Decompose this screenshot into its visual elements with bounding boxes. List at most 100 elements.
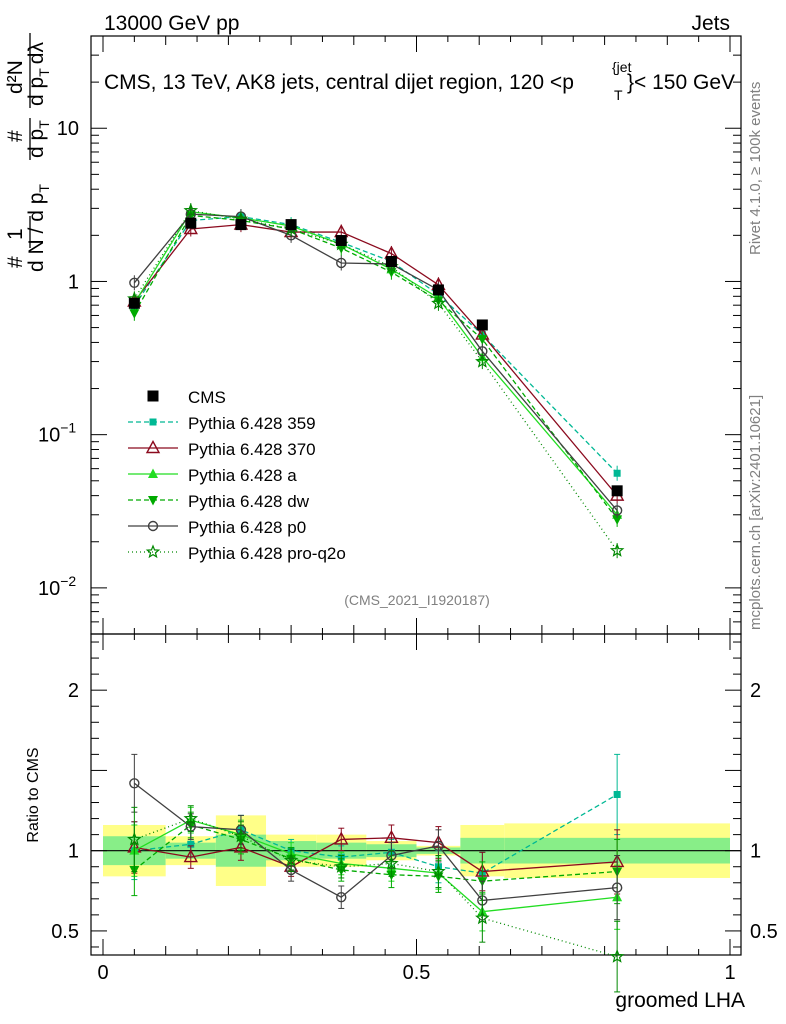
series-point-ratio bbox=[233, 828, 249, 843]
x-axis-label: groomed LHA bbox=[615, 989, 745, 1012]
main-y-tick-label-exponent: −2 bbox=[60, 573, 76, 589]
y-label-frac3-den: d pTdλ bbox=[25, 42, 52, 106]
header-left-label: 13000 GeV pp bbox=[104, 12, 239, 35]
legend-marker bbox=[147, 390, 159, 402]
legend-marker bbox=[145, 440, 161, 454]
series-point-ratio bbox=[333, 859, 349, 873]
series-point-ratio bbox=[336, 892, 347, 903]
plot-title-tail: }< 150 GeV bbox=[627, 71, 735, 94]
legend-label: Pythia 6.428 370 bbox=[188, 440, 316, 459]
y-axis-label: # 1 d N / d pT # d pT d²N d pTdλ bbox=[4, 33, 52, 272]
ratio-y-tick-label-left: 2 bbox=[68, 680, 79, 702]
legend-entry-pq2o: Pythia 6.428 pro-q2o bbox=[128, 544, 346, 563]
series-point-ratio bbox=[613, 791, 621, 798]
y-label-one: 1 bbox=[4, 228, 27, 240]
series-point-ratio bbox=[283, 852, 299, 867]
rivet-version-label: Rivet 4.1.0, ≥ 100k events bbox=[747, 82, 764, 255]
series-line-main bbox=[133, 215, 618, 474]
series-line-ratio bbox=[133, 824, 618, 882]
legend-entry-pp0: Pythia 6.428 p0 bbox=[128, 518, 306, 537]
series-point-main bbox=[477, 335, 488, 345]
y-label-frac3-den-tail: dλ bbox=[25, 42, 48, 65]
series-line-ratio bbox=[134, 817, 618, 958]
series-point-ratio bbox=[611, 882, 623, 893]
plot-title-subscript: T bbox=[614, 87, 623, 103]
legend-marker bbox=[145, 544, 161, 559]
ratio-y-tick-label-right: 0.5 bbox=[750, 921, 778, 943]
legend-entry-pa: Pythia 6.428 a bbox=[128, 466, 297, 485]
cms-data-point bbox=[476, 319, 488, 331]
y-label-denominator-main: d N / d p bbox=[25, 193, 48, 272]
cms-data-point bbox=[335, 235, 347, 247]
legend-entry-cms: CMS bbox=[147, 388, 226, 407]
series-point-ratio bbox=[475, 910, 490, 925]
series-point-ratio bbox=[183, 810, 199, 825]
ratio-plot-frame bbox=[90, 633, 742, 956]
series-point-ratio bbox=[127, 831, 142, 846]
legend-label: Pythia 6.428 a bbox=[188, 466, 297, 485]
series-point-ratio bbox=[433, 840, 444, 852]
cms-data-point bbox=[285, 219, 297, 231]
series-point-main bbox=[609, 542, 625, 557]
analysis-id-label: (CMS_2021_I1920187) bbox=[344, 592, 490, 608]
plot-title-main: CMS, 13 TeV, AK8 jets, central dijet reg… bbox=[104, 71, 574, 94]
ratio-y-tick-label-left: 0.5 bbox=[51, 921, 79, 943]
series-point-main bbox=[475, 353, 490, 368]
series-point-ratio bbox=[183, 849, 198, 863]
ratio-y-tick-label-right: 2 bbox=[750, 680, 761, 702]
series-point-main bbox=[129, 309, 140, 319]
y-label-frac2-den-sub: T bbox=[36, 120, 52, 129]
series-pp0 bbox=[129, 206, 623, 921]
ratio-y-tick-label-left: 1 bbox=[68, 841, 79, 863]
cms-data-point bbox=[235, 219, 247, 231]
series-point-main bbox=[431, 295, 446, 310]
legend-marker bbox=[148, 468, 158, 478]
series-layer bbox=[127, 202, 625, 993]
series-point-main bbox=[612, 515, 623, 525]
legend-entry-p359: Pythia 6.428 359 bbox=[128, 414, 316, 433]
main-y-tick-label-base: 10 bbox=[38, 578, 60, 600]
legend-label: Pythia 6.428 dw bbox=[188, 492, 310, 511]
y-label-frac3-den-main: d p bbox=[25, 77, 48, 106]
legend-entry-p370: Pythia 6.428 370 bbox=[128, 440, 316, 459]
cms-data-point bbox=[185, 217, 197, 229]
cms-data-point bbox=[611, 485, 623, 497]
series-point-ratio bbox=[609, 948, 625, 963]
series-point-main bbox=[336, 257, 347, 269]
legend-marker bbox=[148, 496, 158, 506]
y-label-frac3-den-sub: T bbox=[36, 68, 52, 77]
main-y-tick-label-base: 10 bbox=[38, 425, 60, 447]
series-point-main bbox=[611, 505, 623, 516]
x-tick-label: 0 bbox=[97, 962, 108, 984]
series-cms bbox=[128, 217, 623, 497]
x-tick-label: 0.5 bbox=[403, 962, 431, 984]
main-y-tick-label: 1 bbox=[68, 271, 79, 293]
cms-data-point bbox=[128, 297, 140, 309]
ratio-y-label: Ratio to CMS bbox=[25, 747, 42, 842]
series-point-ratio bbox=[384, 855, 399, 870]
legend-label: Pythia 6.428 p0 bbox=[188, 518, 306, 537]
main-y-tick-label: 10 bbox=[57, 118, 79, 140]
series-point-main bbox=[129, 277, 140, 288]
x-tick-label: 1 bbox=[724, 962, 735, 984]
ratio-y-tick-label-right: 1 bbox=[750, 841, 761, 863]
series-point-ratio bbox=[129, 778, 140, 789]
series-point-ratio bbox=[187, 840, 195, 848]
plot-title-superscript: {jet bbox=[612, 59, 632, 75]
legend-marker bbox=[147, 520, 159, 532]
y-label-denominator: d N / d pT bbox=[25, 184, 52, 272]
legend-label: Pythia 6.428 pro-q2o bbox=[188, 544, 346, 563]
y-label-denominator-sub: T bbox=[36, 184, 52, 193]
plot-title: CMS, 13 TeV, AK8 jets, central dijet reg… bbox=[104, 71, 574, 94]
legend-label: CMS bbox=[188, 388, 226, 407]
series-point-ratio bbox=[431, 863, 446, 878]
main-y-tick-label-exponent: −1 bbox=[60, 420, 76, 436]
mcplots-source-label: mcplots.cern.ch [arXiv:2401.10621] bbox=[747, 395, 764, 630]
cms-data-point bbox=[385, 255, 397, 267]
series-point-ratio bbox=[334, 831, 349, 845]
legend-entry-pdw: Pythia 6.428 dw bbox=[128, 492, 310, 511]
y-label-hash: # bbox=[4, 256, 27, 268]
series-point-main bbox=[183, 202, 199, 217]
